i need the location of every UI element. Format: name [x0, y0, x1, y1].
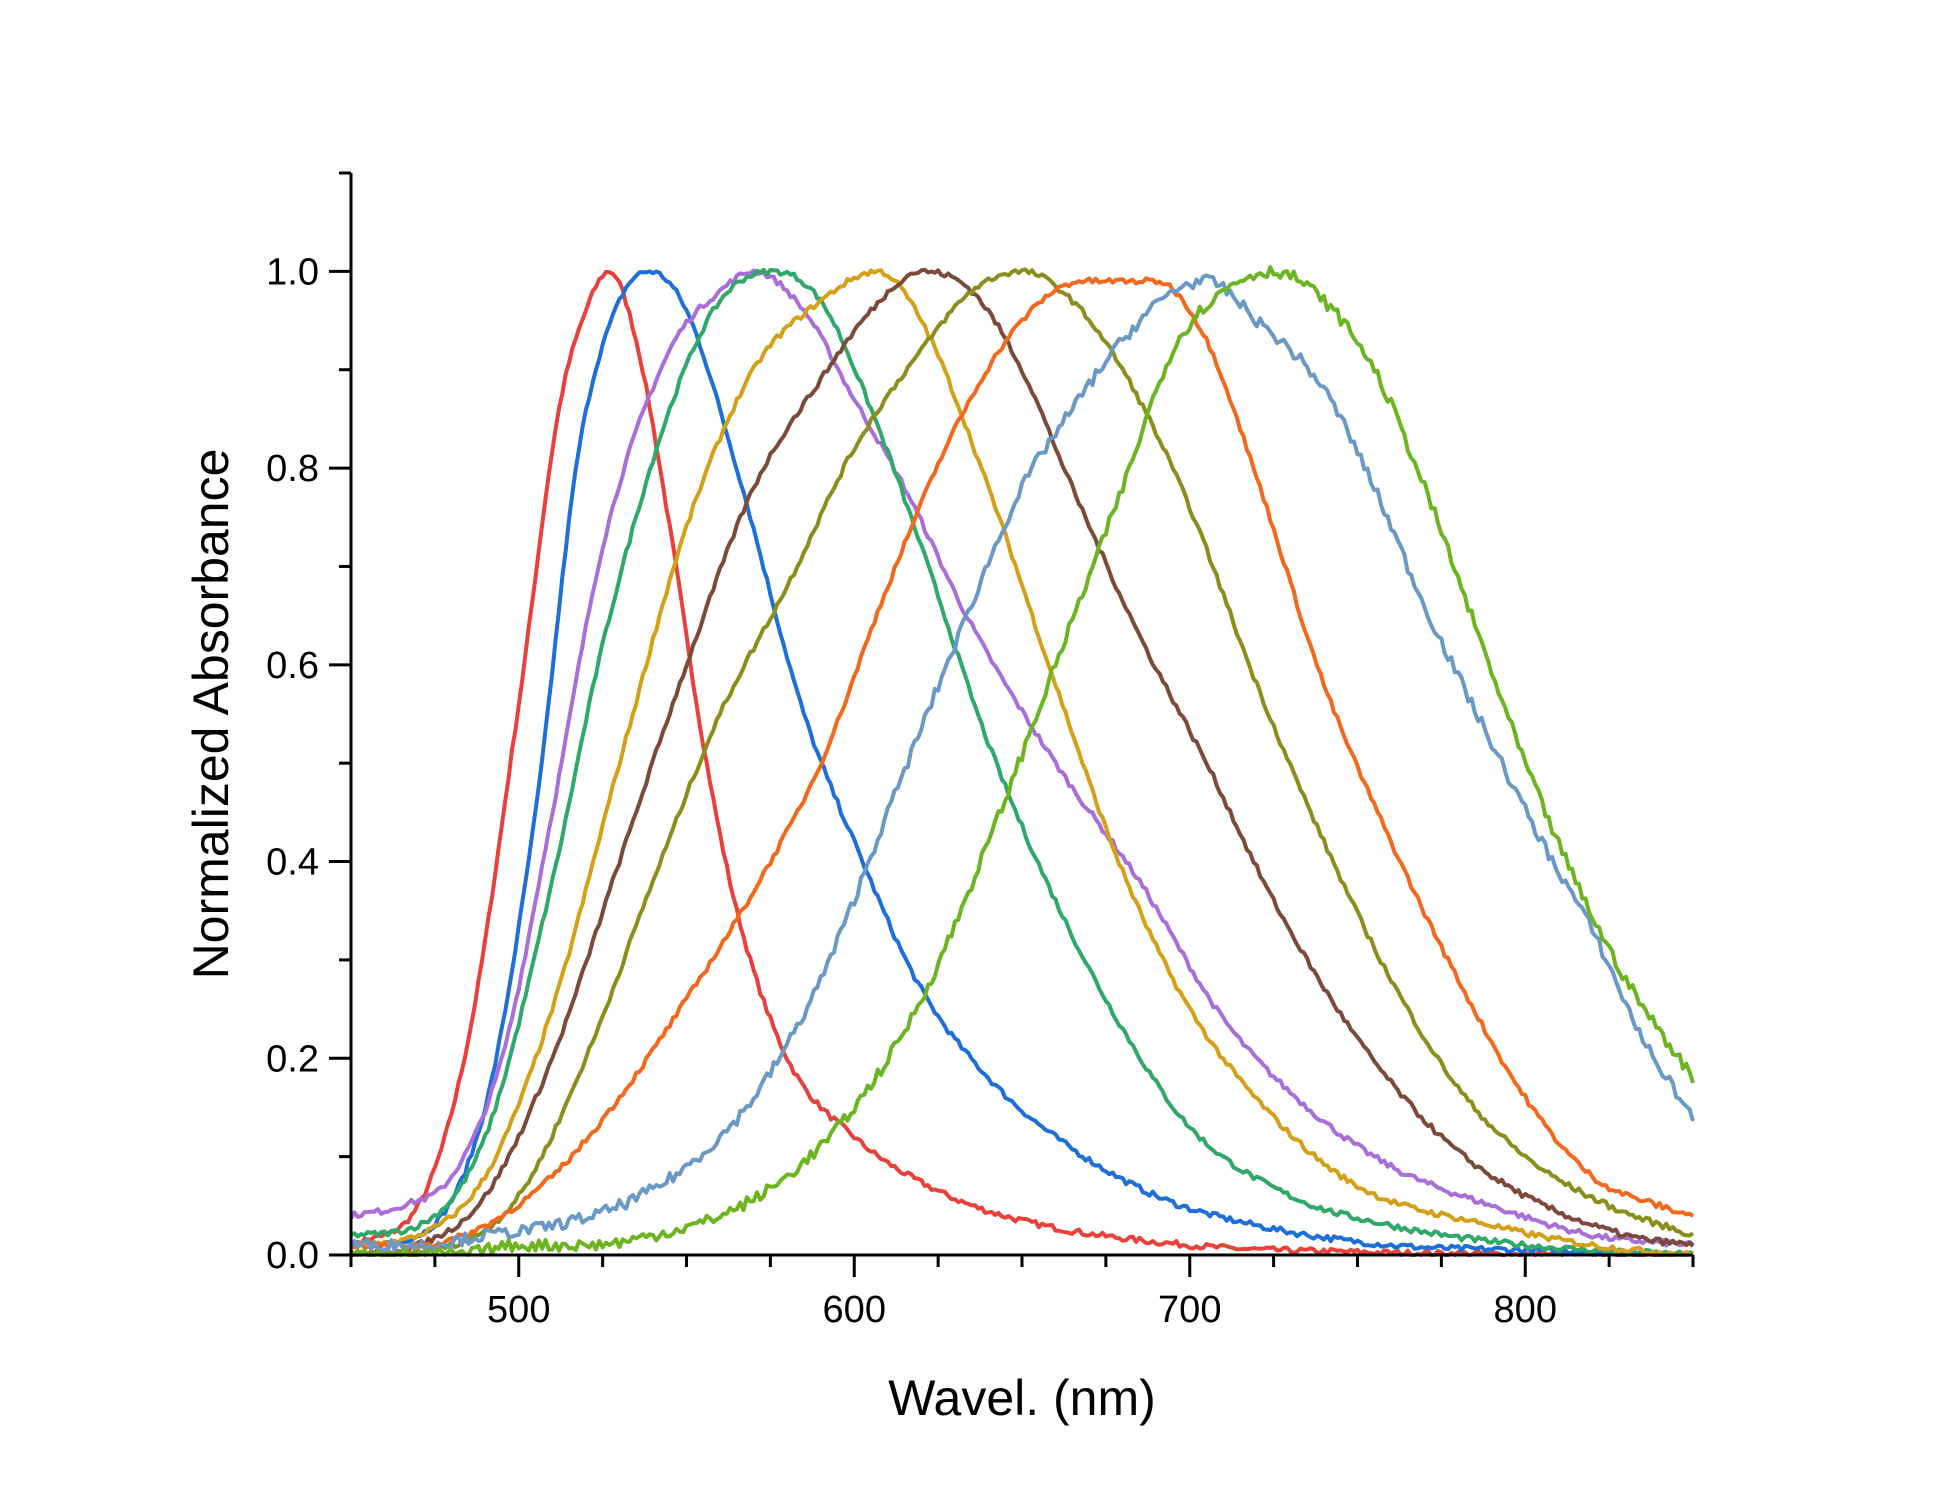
- series-line: [350, 269, 1694, 1257]
- x-axis-title: Wavel. (nm): [888, 1370, 1156, 1426]
- series-line: [350, 267, 1695, 1257]
- y-tick-label: 1.0: [266, 251, 319, 293]
- series-group: [349, 265, 1695, 1257]
- x-tick-label: 500: [487, 1289, 550, 1331]
- x-tick-label: 700: [1158, 1289, 1221, 1331]
- series-line: [350, 267, 1695, 1257]
- y-tick-label: 0.6: [266, 645, 319, 687]
- y-tick-label: 0.2: [266, 1038, 319, 1080]
- axes: [349, 173, 1693, 1257]
- series-line: [349, 273, 1695, 1253]
- y-tick-label: 0.4: [266, 842, 319, 884]
- series-line: [349, 276, 1695, 1250]
- series-line: [349, 265, 1695, 1257]
- x-tick-label: 600: [823, 1289, 886, 1331]
- y-axis-title: Normalized Absorbance: [183, 449, 239, 980]
- series-line: [349, 269, 1694, 1257]
- series-line: [350, 268, 1694, 1257]
- y-tick-label: 0.8: [266, 448, 319, 490]
- y-ticks: 0.0 0.2 0.4 0.6 0.8 1.0: [266, 171, 351, 1277]
- series-line: [349, 268, 1695, 1248]
- y-tick-label: 0.0: [266, 1235, 319, 1277]
- series-line: [350, 267, 1694, 1257]
- x-ticks: 500 600 700 800: [349, 1255, 1695, 1331]
- x-tick-label: 800: [1494, 1289, 1557, 1331]
